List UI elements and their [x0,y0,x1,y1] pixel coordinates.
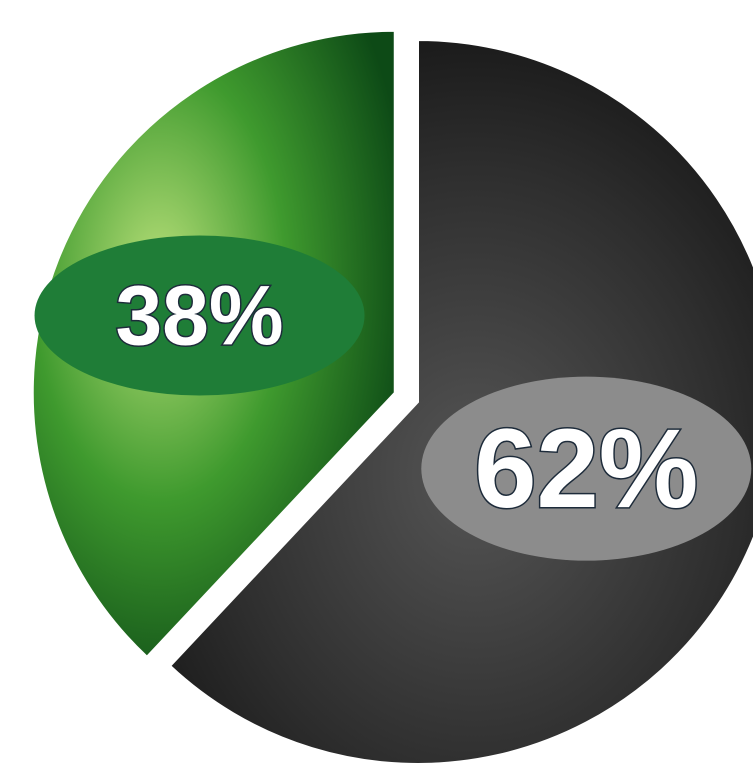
label-badge [421,376,752,561]
value-label: 38% [115,269,283,363]
value-label: 62% [474,406,698,531]
pie-slice [168,38,753,765]
label-badge [34,235,365,396]
